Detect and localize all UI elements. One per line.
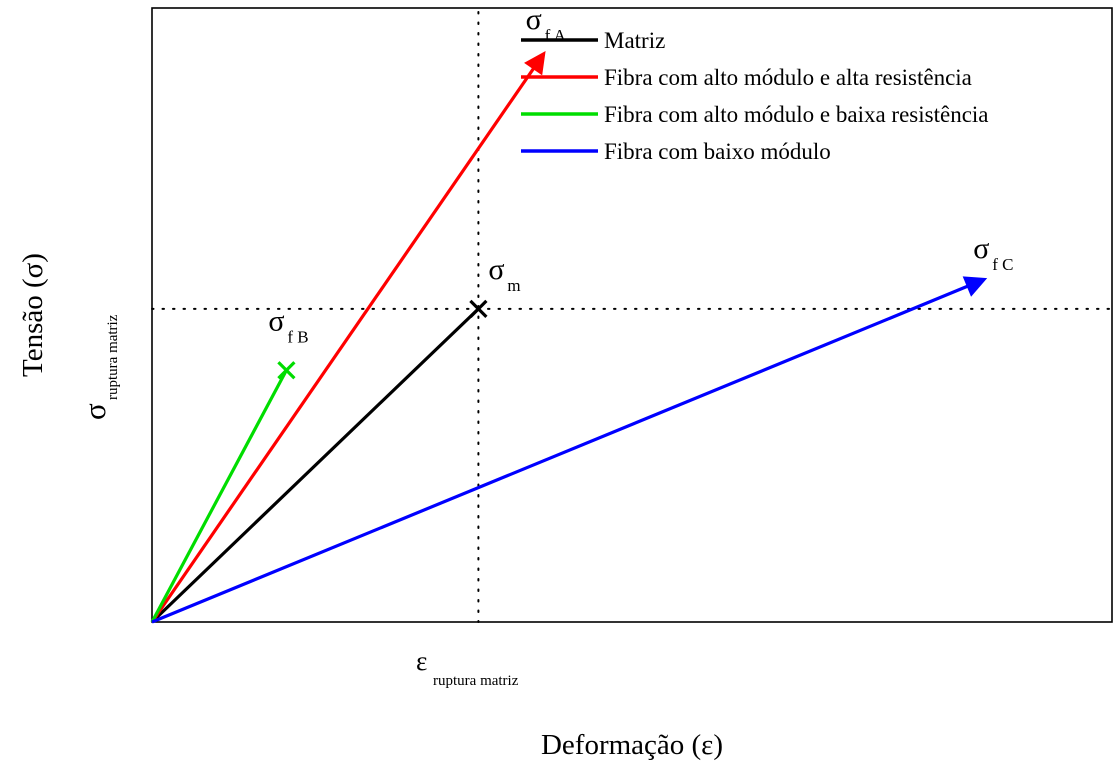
series-label-subscript-baixa-resistencia: f B [287,327,308,346]
series-label-subscript-matriz: m [507,276,520,295]
x-marker-symbol: ε [416,646,427,676]
series-arrowhead-alta-resistencia [524,50,546,76]
x-marker-subscript: ruptura matriz [433,673,519,689]
plot-frame [151,7,1113,623]
legend-label-matriz: Matriz [604,28,665,53]
series-label-subscript-alta-resistencia: f A [545,26,567,45]
series-label-alta-resistencia: σ [526,3,542,36]
legend-label-baixa-resistencia: Fibra com alto módulo e baixa resistênci… [604,102,989,127]
series-label-baixo-modulo: σ [973,232,989,265]
x-axis-label: Deformação (ε) [541,729,723,761]
series-label-matriz: σ [488,253,504,286]
series-x-marker-baixa-resistencia [277,361,296,380]
series-line-baixa-resistencia [150,369,288,623]
y-marker-subscript: ruptura matriz [105,314,121,400]
series-line-alta-resistencia [150,66,536,623]
series-label-subscript-baixo-modulo: f C [992,255,1013,274]
y-axis-label: Tensão (σ) [17,253,49,377]
legend-label-baixo-modulo: Fibra com baixo módulo [604,139,831,164]
series-line-baixo-modulo [151,284,970,624]
series-label-baixa-resistencia: σ [268,304,284,337]
series-arrowhead-baixo-modulo [962,276,988,297]
y-marker-symbol: σ [77,403,112,420]
series-line-matriz [150,307,480,624]
legend-label-alta-resistencia: Fibra com alto módulo e alta resistência [604,65,972,90]
series-x-marker-matriz [469,299,488,318]
